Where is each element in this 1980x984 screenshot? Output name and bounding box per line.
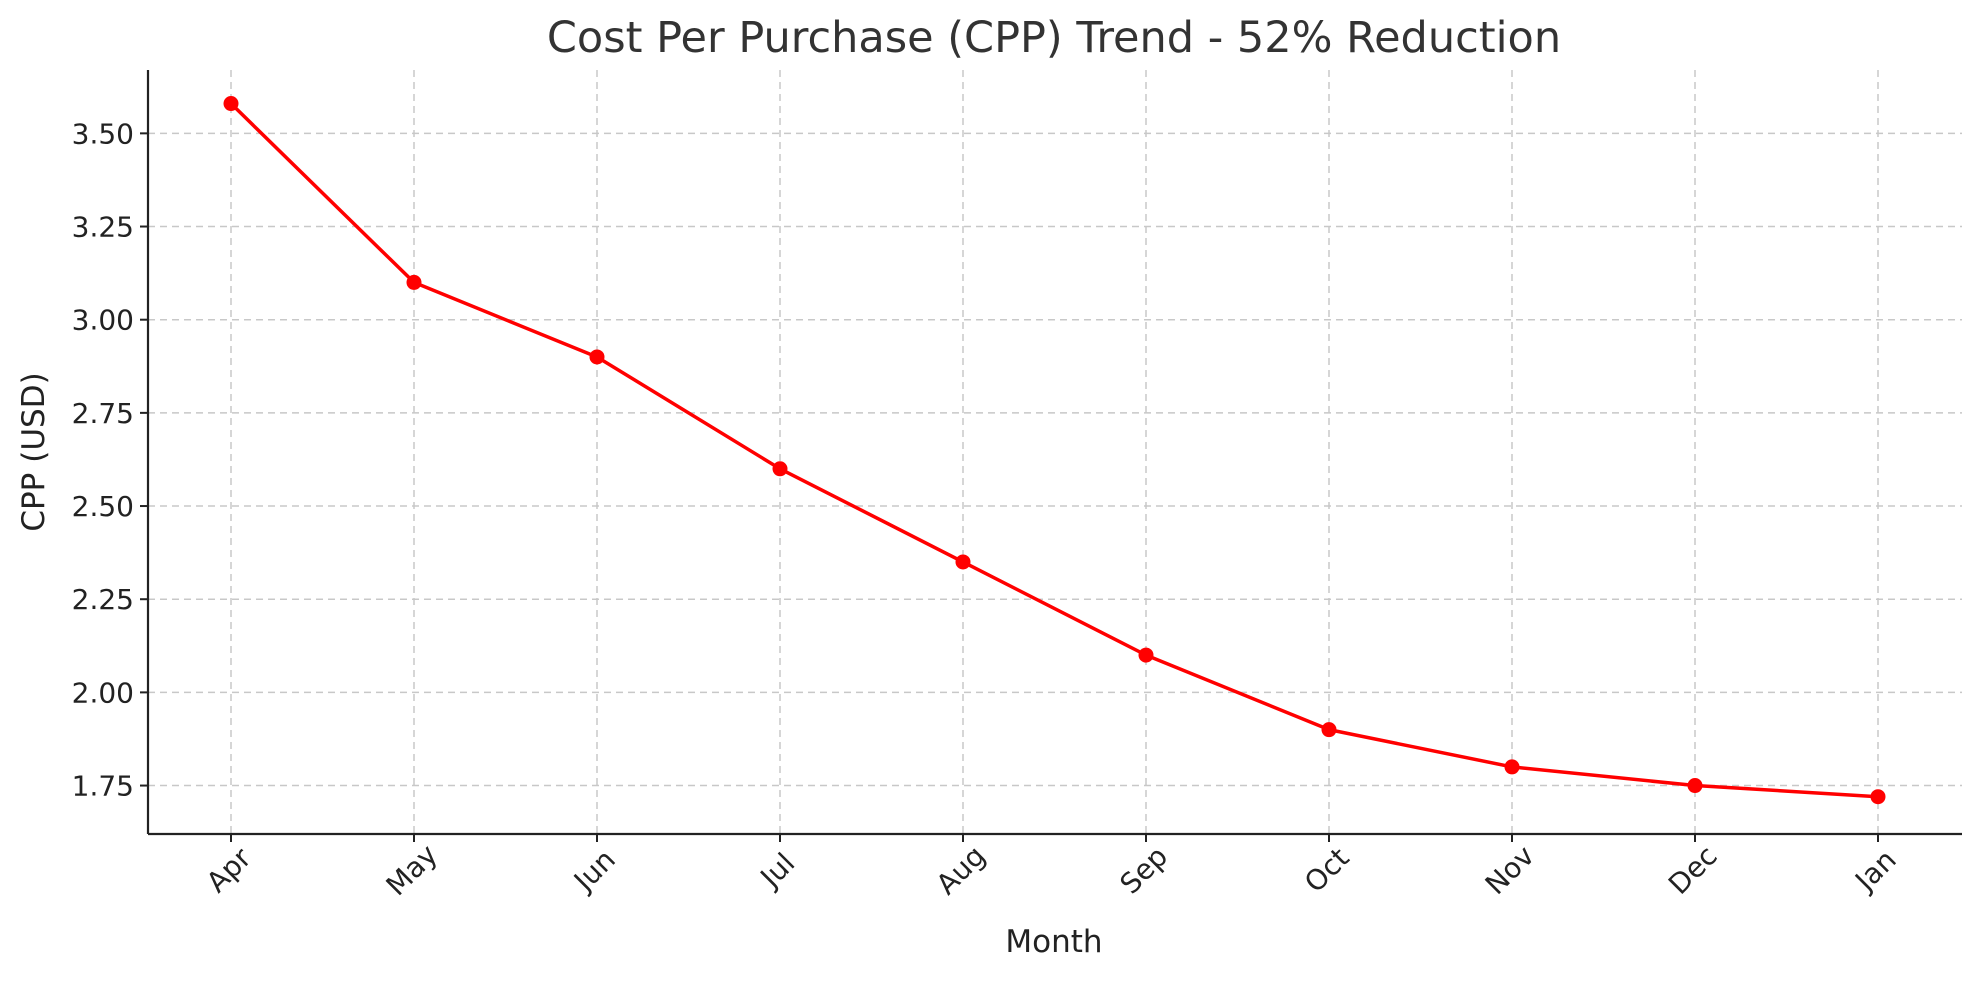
data-point-sep (1138, 647, 1154, 663)
x-tick-label: Oct (1298, 841, 1356, 899)
data-point-nov (1504, 759, 1520, 775)
axes (146, 70, 1962, 836)
x-tick-label: Apr (200, 841, 258, 899)
y-tick-label: 2.75 (72, 397, 134, 430)
series (223, 96, 1886, 805)
data-point-jun (589, 349, 605, 365)
data-point-dec (1687, 778, 1703, 794)
data-point-oct (1321, 722, 1337, 738)
y-tick-label: 3.00 (72, 304, 134, 337)
y-tick-label: 3.50 (72, 117, 134, 150)
x-tick-label: Jan (1847, 843, 1902, 898)
data-point-jan (1870, 789, 1886, 805)
data-point-apr (223, 96, 239, 112)
chart-title: Cost Per Purchase (CPP) Trend - 52% Redu… (547, 13, 1561, 63)
y-axis-ticks: 1.75 2.00 2.25 2.50 2.75 3.00 3.25 3.50 (72, 117, 148, 803)
x-tick-label: Jun (566, 843, 622, 899)
series-line (229, 102, 1879, 799)
x-tick-label: May (380, 838, 444, 902)
y-tick-label: 1.75 (72, 770, 134, 803)
x-axis-ticks: Apr May Jun Jul Aug Sep Oct Nov Dec Jan (200, 834, 1903, 902)
y-axis-label: CPP (USD) (16, 372, 52, 531)
x-axis-label: Month (1005, 924, 1102, 960)
x-tick-label: Jul (753, 846, 802, 895)
data-point-may (406, 274, 422, 290)
x-tick-label: Dec (1662, 839, 1724, 901)
y-tick-label: 3.25 (72, 211, 134, 244)
data-point-jul (772, 461, 788, 477)
x-tick-label: Sep (1113, 840, 1174, 901)
data-point-aug (955, 554, 971, 570)
x-tick-label: Nov (1479, 839, 1541, 901)
y-tick-label: 2.25 (72, 583, 134, 616)
y-tick-label: 2.50 (72, 490, 134, 523)
y-tick-label: 2.00 (72, 676, 134, 709)
x-tick-label: Aug (930, 839, 992, 901)
grid (148, 70, 1962, 834)
